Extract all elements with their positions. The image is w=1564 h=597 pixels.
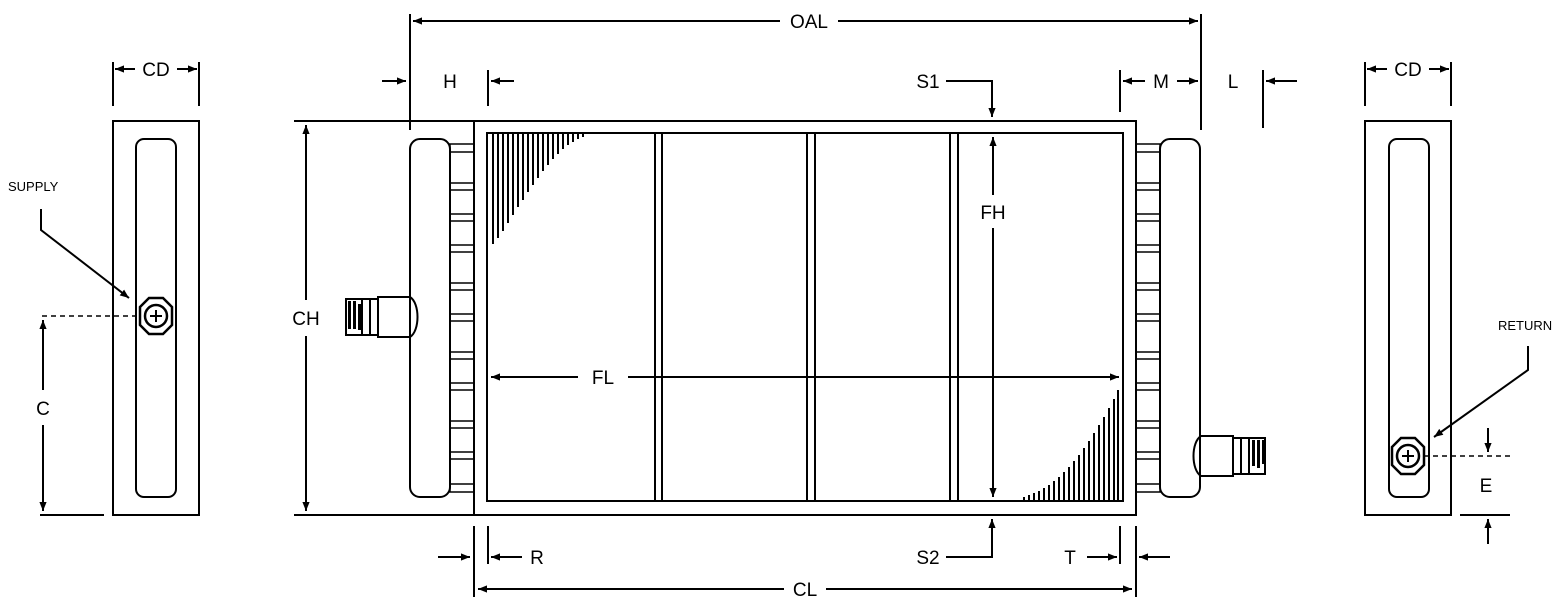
coil-front-view bbox=[345, 120, 1266, 516]
h-label: H bbox=[443, 72, 457, 93]
return-label: RETURN bbox=[1498, 318, 1552, 333]
ch-label: CH bbox=[292, 309, 319, 330]
right-header-slot bbox=[1388, 138, 1430, 498]
oal-label: OAL bbox=[790, 12, 828, 33]
right-tube-stubs bbox=[1135, 143, 1161, 493]
left-end-plate bbox=[112, 120, 200, 516]
main-dimensions: OAL H S1 M L CH FH FL bbox=[292, 12, 1297, 597]
fl-label: FL bbox=[592, 368, 614, 389]
tube-supports bbox=[654, 133, 959, 501]
left-tube-stubs bbox=[449, 143, 475, 493]
supply-label: SUPPLY bbox=[8, 179, 59, 194]
left-header-slot bbox=[135, 138, 177, 498]
e-label: E bbox=[1480, 476, 1493, 497]
fh-label: FH bbox=[980, 203, 1005, 224]
supply-connection-icon bbox=[138, 296, 174, 336]
cl-label: CL bbox=[793, 580, 817, 597]
supply-pipe bbox=[345, 296, 419, 338]
c-label: C bbox=[36, 399, 50, 420]
return-connection-icon bbox=[1390, 436, 1426, 476]
right-header bbox=[1159, 138, 1201, 498]
fin-area bbox=[486, 132, 1124, 502]
return-pipe bbox=[1192, 435, 1266, 477]
fin-hatching-bottom bbox=[1023, 390, 1119, 500]
right-end-plate bbox=[1364, 120, 1452, 516]
left-header bbox=[409, 138, 451, 498]
m-label: M bbox=[1153, 72, 1169, 93]
s1-label: S1 bbox=[916, 72, 939, 93]
r-label: R bbox=[530, 548, 544, 569]
right-end-view: CD RETURN E bbox=[1364, 60, 1552, 544]
cd-label-left: CD bbox=[142, 60, 169, 81]
l-label: L bbox=[1228, 72, 1239, 93]
t-label: T bbox=[1064, 548, 1076, 569]
cd-label-right: CD bbox=[1394, 60, 1421, 81]
s2-label: S2 bbox=[916, 548, 939, 569]
fin-hatching-top bbox=[492, 134, 584, 244]
coil-casing bbox=[473, 120, 1137, 516]
left-end-view: CD SUPPLY C bbox=[8, 60, 200, 516]
